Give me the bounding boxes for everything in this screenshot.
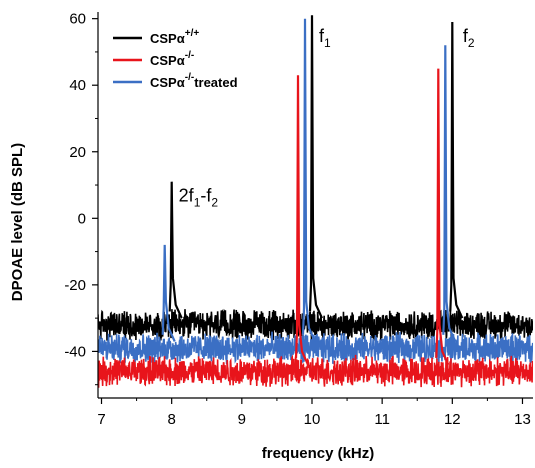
annotation-0: 2f1-f2 bbox=[179, 186, 219, 210]
legend-label-0: CSPα+/+ bbox=[150, 28, 199, 46]
y-tick-label-5: 60 bbox=[69, 11, 86, 28]
y-tick-label-4: 40 bbox=[69, 77, 86, 94]
y-tick-label-0: -40 bbox=[64, 343, 86, 360]
x-tick-label-0: 7 bbox=[97, 411, 105, 428]
y-tick-label-3: 20 bbox=[69, 144, 86, 161]
series-0-peak-1 bbox=[310, 15, 322, 318]
y-tick-label-2: 0 bbox=[78, 210, 86, 227]
x-tick-label-5: 12 bbox=[444, 411, 461, 428]
legend: CSPα+/+ CSPα-/- CSPα-/-treated bbox=[113, 28, 238, 90]
x-tick-label-3: 10 bbox=[304, 411, 321, 428]
series-noise-1 bbox=[98, 355, 533, 388]
series-layer bbox=[98, 15, 533, 387]
legend-label-2: CSPα-/-treated bbox=[150, 72, 238, 90]
x-tick-label-4: 11 bbox=[374, 411, 390, 428]
x-tick-label-2: 9 bbox=[238, 411, 246, 428]
y-axis-label: DPOAE level (dB SPL) bbox=[9, 143, 26, 301]
y-tick-label-1: -20 bbox=[64, 277, 86, 294]
annotations: 2f1-f2 f1 f2 bbox=[179, 26, 475, 210]
annotation-1: f1 bbox=[319, 26, 331, 50]
x-axis-label: frequency (kHz) bbox=[262, 445, 375, 462]
x-tick-label-1: 8 bbox=[167, 411, 175, 428]
x-tick-label-6: 13 bbox=[514, 411, 531, 428]
series-0-peak-2 bbox=[450, 22, 462, 318]
legend-label-1: CSPα-/- bbox=[150, 50, 194, 68]
annotation-2: f2 bbox=[463, 26, 475, 50]
